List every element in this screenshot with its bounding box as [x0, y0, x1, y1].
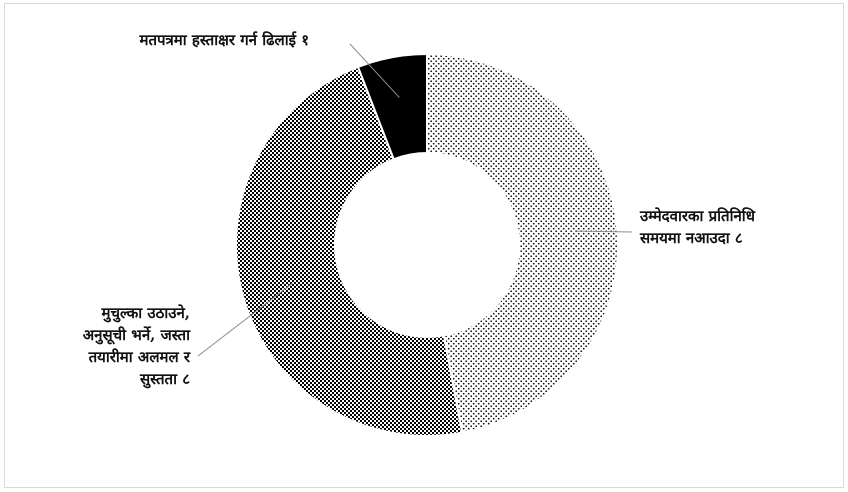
slice-label-line: मतपत्रमा हस्ताक्षर गर्न ढिलाई १: [138, 31, 309, 49]
slice-label-line: उम्मेदवारका प्रतिनिधि: [639, 207, 756, 225]
slice-label-line: सुस्तता ८: [139, 370, 190, 389]
slice-label-signature: मतपत्रमा हस्ताक्षर गर्न ढिलाई १: [138, 31, 309, 49]
slice-label-line: अनुसूची भर्ने, जस्ता: [83, 326, 191, 345]
slice-label-line: समयमा नआउदा ८: [639, 229, 743, 247]
slice-representatives: [427, 54, 618, 433]
slice-label-line: मुचुल्का उठाउने,: [101, 304, 190, 323]
slice-label-line: तयारीमा अलमल र: [88, 348, 191, 366]
slice-label-preparation: मुचुल्का उठाउने, अनुसूची भर्ने, जस्ता तयार…: [83, 304, 191, 389]
slice-label-representatives: उम्मेदवारका प्रतिनिधि समयमा नआउदा ८: [639, 207, 756, 247]
